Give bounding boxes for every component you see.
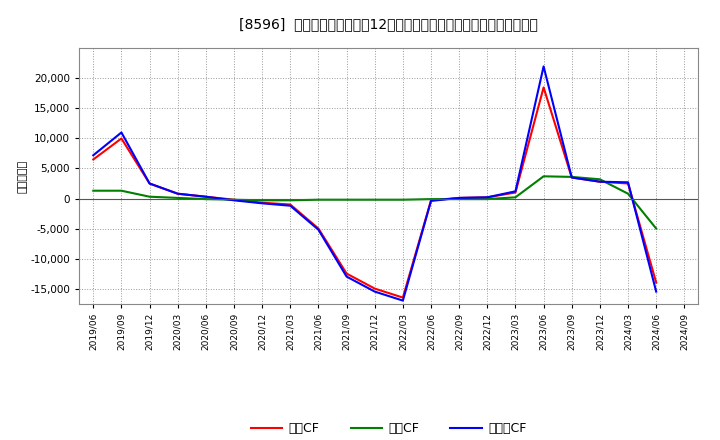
フリーCF	[230, 198, 238, 203]
営業CF	[567, 175, 576, 180]
フリーCF	[427, 198, 436, 204]
営業CF	[174, 191, 182, 196]
営業CF	[117, 136, 126, 141]
営業CF	[342, 271, 351, 276]
Text: [8596]  キャッシュフローの12か月移動合計の対前年同期増減額の推移: [8596] キャッシュフローの12か月移動合計の対前年同期増減額の推移	[239, 18, 539, 32]
Line: 営業CF: 営業CF	[94, 88, 656, 297]
フリーCF	[89, 153, 98, 158]
投資CF	[89, 188, 98, 193]
投資CF	[652, 226, 660, 231]
営業CF	[202, 194, 210, 199]
フリーCF	[624, 180, 632, 185]
投資CF	[427, 197, 436, 202]
営業CF	[258, 200, 266, 205]
Line: 投資CF: 投資CF	[94, 176, 656, 228]
営業CF	[455, 195, 464, 201]
投資CF	[539, 174, 548, 179]
フリーCF	[286, 203, 294, 209]
投資CF	[342, 197, 351, 202]
Y-axis label: （百万円）: （百万円）	[17, 159, 27, 193]
投資CF	[202, 197, 210, 202]
フリーCF	[202, 194, 210, 199]
投資CF	[483, 197, 492, 202]
営業CF	[539, 85, 548, 90]
投資CF	[399, 197, 408, 202]
営業CF	[286, 202, 294, 207]
投資CF	[511, 194, 520, 200]
フリーCF	[117, 130, 126, 135]
投資CF	[455, 197, 464, 202]
営業CF	[483, 194, 492, 200]
投資CF	[174, 195, 182, 201]
投資CF	[595, 177, 604, 182]
フリーCF	[539, 64, 548, 69]
フリーCF	[314, 227, 323, 232]
投資CF	[230, 197, 238, 202]
Legend: 営業CF, 投資CF, フリーCF: 営業CF, 投資CF, フリーCF	[246, 417, 531, 440]
フリーCF	[370, 289, 379, 294]
投資CF	[145, 194, 154, 199]
営業CF	[511, 190, 520, 195]
Line: フリーCF: フリーCF	[94, 66, 656, 301]
投資CF	[624, 191, 632, 196]
投資CF	[117, 188, 126, 193]
営業CF	[314, 226, 323, 231]
投資CF	[567, 174, 576, 180]
営業CF	[89, 157, 98, 162]
フリーCF	[455, 195, 464, 201]
営業CF	[595, 179, 604, 184]
営業CF	[399, 295, 408, 300]
フリーCF	[567, 175, 576, 180]
営業CF	[145, 181, 154, 186]
フリーCF	[652, 289, 660, 294]
投資CF	[370, 197, 379, 202]
営業CF	[652, 280, 660, 285]
フリーCF	[258, 201, 266, 206]
フリーCF	[174, 191, 182, 196]
フリーCF	[342, 274, 351, 279]
フリーCF	[595, 179, 604, 184]
フリーCF	[399, 298, 408, 303]
営業CF	[230, 197, 238, 202]
投資CF	[258, 198, 266, 203]
営業CF	[370, 286, 379, 291]
フリーCF	[145, 181, 154, 186]
フリーCF	[511, 189, 520, 194]
営業CF	[427, 198, 436, 203]
投資CF	[314, 197, 323, 202]
投資CF	[286, 198, 294, 203]
営業CF	[624, 181, 632, 186]
フリーCF	[483, 194, 492, 200]
